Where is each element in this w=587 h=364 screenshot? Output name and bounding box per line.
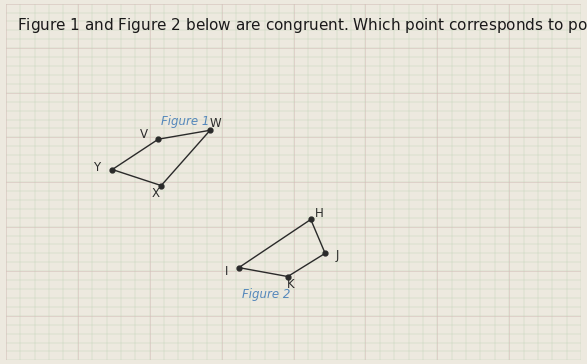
Text: Y: Y bbox=[93, 161, 100, 174]
Text: K: K bbox=[287, 278, 295, 291]
Text: I: I bbox=[224, 265, 228, 278]
Text: H: H bbox=[315, 206, 324, 219]
Text: J: J bbox=[336, 249, 339, 262]
Text: Figure 2: Figure 2 bbox=[242, 288, 290, 301]
Text: W: W bbox=[210, 117, 222, 130]
Text: V: V bbox=[140, 128, 148, 141]
Text: Figure 1 and Figure 2 below are congruent. Which point corresponds to point $V$?: Figure 1 and Figure 2 below are congruen… bbox=[18, 16, 587, 35]
Text: Figure 1: Figure 1 bbox=[161, 115, 210, 128]
Text: X: X bbox=[151, 187, 160, 200]
